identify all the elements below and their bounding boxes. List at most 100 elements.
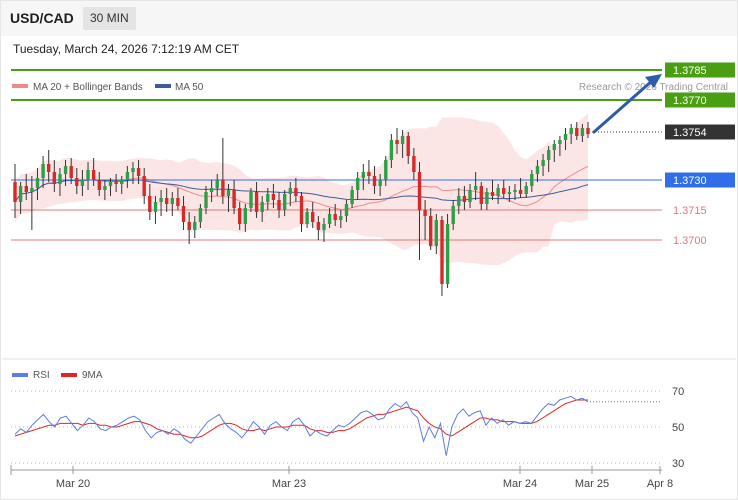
candle-body [69,166,73,178]
level-labels: 1.3785 1.3770 1.3754 1.3730 1.3715 1.3700 [665,62,735,247]
ma20-legend-swatch [12,84,28,88]
candle-body [47,164,51,172]
resistance-label-box [665,62,735,78]
last-price-label-box [665,124,735,140]
rsi-ma-legend-label: 9MA [82,370,103,381]
candle-body [52,172,56,184]
candle-body [136,168,141,176]
candle-body [496,188,500,196]
resistance-label: 1.3785 [673,65,707,77]
candle-body [114,182,118,184]
candle-body [254,192,259,212]
candle-body [406,136,410,156]
candle-body [153,202,158,212]
candle-body [266,194,270,202]
candle-body [170,198,174,204]
rsi-ma-line [14,399,588,439]
rsi-legend: RSI 9MA [12,370,103,381]
candle-body [209,188,214,192]
candle-body [434,220,438,246]
candle-body [238,208,242,224]
candle-body [502,188,506,194]
candle-body [440,220,444,284]
rsi-legend-label: RSI [33,370,50,381]
candle-body [361,172,365,178]
resistance-label-box [665,92,735,108]
candle-body [535,166,540,174]
candle-body [344,204,349,216]
time-axis: Mar 20 Mar 23 Mar 24 Mar 25 Apr 8 [10,465,673,490]
rsi-tick-label: 50 [672,422,684,434]
candle-body [316,222,321,230]
candle-body [215,180,219,188]
candle-body [165,198,169,204]
candle-body [558,140,562,144]
ma50-legend-swatch [155,84,171,88]
candle-body [181,206,186,222]
candle-body [299,196,304,224]
support-label: 1.3700 [673,235,707,247]
candle-body [322,224,326,230]
candle-body [187,222,191,230]
candle-body [356,178,360,190]
candle-body [294,188,298,196]
candle-body [13,182,17,202]
candle-body [339,216,343,220]
candle-body [586,128,590,134]
rsi-panel: 70 50 30 [11,386,684,470]
candle-body [563,134,568,140]
candle-body [97,180,101,190]
candle-body [198,208,203,222]
resistance-label: 1.3770 [673,95,707,107]
candle-body [243,208,247,224]
candle-body [159,198,163,202]
candle-body [400,136,405,144]
timeframe-button[interactable]: 30 MIN [83,7,136,30]
candle-body [423,210,427,216]
candle-body [417,172,422,210]
time-axis-label: Apr 8 [647,478,673,490]
candle-body [35,178,40,188]
candle-body [148,196,152,212]
candle-body [513,190,517,192]
pivot-label: 1.3730 [673,175,707,187]
candle-body [288,188,292,194]
bollinger-band [15,113,588,266]
time-axis-label: Mar 24 [503,478,537,490]
header-bar: USD/CAD 30 MIN [0,0,738,36]
candle-body [311,212,315,222]
rsi-legend-swatch [12,373,28,377]
rsi-line [14,395,589,456]
candle-body [474,186,478,190]
candle-body [131,168,135,172]
candle-body [58,174,62,184]
candle-body [327,214,332,224]
last-price-label: 1.3754 [673,127,707,139]
candle-body [41,164,45,178]
time-axis-label: Mar 23 [272,478,306,490]
candle-body [63,166,68,174]
candle-body [125,172,130,180]
bollinger-band-area [15,113,588,266]
chart-legend: MA 20 + Bollinger Bands MA 50 Research ©… [12,82,728,93]
candle-body [485,192,489,204]
candle-body [575,128,579,136]
candle-body [75,178,79,186]
candle-body [103,186,107,190]
rsi-ma-legend-swatch [61,373,77,377]
candle-body [395,140,399,144]
rsi-tick-label: 70 [672,386,684,398]
candle-body [451,206,455,224]
candle-body [468,190,472,202]
candle-body [541,160,545,166]
candle-body [221,180,225,196]
candle-body [333,214,337,220]
candle-body [24,186,28,192]
candle-body [80,180,85,186]
candle-body [350,190,354,204]
candle-body [507,192,512,194]
candle-body [18,186,23,202]
price-levels [11,69,662,241]
trend-arrow [592,74,662,134]
candle-body [204,192,208,208]
